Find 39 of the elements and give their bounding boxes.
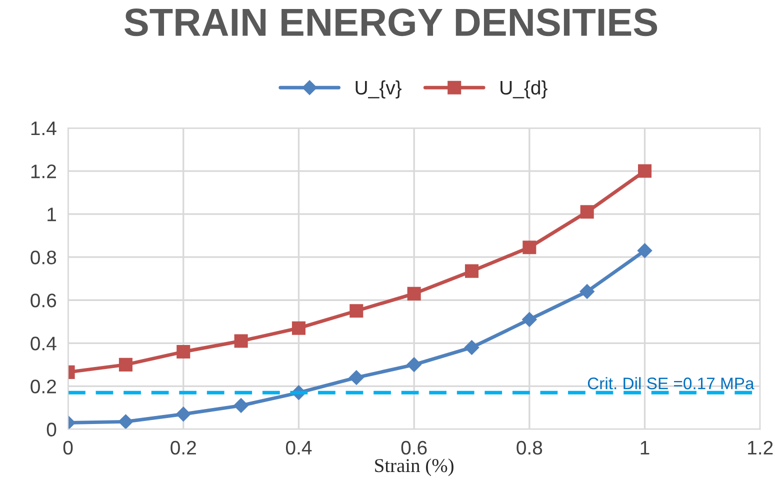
point bbox=[176, 344, 190, 359]
point bbox=[637, 243, 652, 258]
legend-label: U_{d} bbox=[500, 80, 548, 98]
y-tick-label: 0.2 bbox=[30, 380, 56, 394]
ref-line-label: Crit. Dil SE =0.17 MPa bbox=[588, 377, 754, 390]
x-axis-title: Strain (%) bbox=[375, 458, 454, 476]
point bbox=[292, 321, 306, 335]
legend-label: U_{v} bbox=[356, 80, 402, 98]
x-tick-label: 0.4 bbox=[286, 440, 312, 455]
y-tick-label: 1.4 bbox=[31, 122, 56, 136]
point bbox=[464, 264, 479, 278]
point bbox=[638, 164, 652, 178]
point bbox=[580, 205, 594, 219]
x-tick-label: 0.2 bbox=[170, 440, 196, 455]
y-tick-label: 0.8 bbox=[30, 250, 56, 264]
x-tick-label: 0.6 bbox=[401, 440, 427, 455]
y-tick-label: 1.2 bbox=[31, 164, 56, 178]
x-tick-label: 0.8 bbox=[516, 440, 542, 455]
x-tick-label: 1 bbox=[640, 441, 650, 454]
point bbox=[118, 358, 132, 372]
point bbox=[464, 340, 480, 355]
point bbox=[118, 414, 134, 430]
y-tick-label: 1 bbox=[48, 208, 56, 222]
point bbox=[580, 284, 594, 299]
y-tick-label: 0 bbox=[46, 422, 56, 436]
point bbox=[234, 398, 248, 413]
point bbox=[234, 334, 248, 348]
point bbox=[176, 406, 191, 422]
y-tick-label: 0.6 bbox=[30, 294, 56, 308]
chart-title: STRAIN ENERGY DENSITIES bbox=[124, 8, 658, 36]
point bbox=[407, 286, 421, 300]
point bbox=[349, 370, 364, 385]
point bbox=[350, 304, 364, 318]
x-tick-label: 0 bbox=[63, 440, 73, 455]
point bbox=[406, 357, 422, 372]
x-tick-label: 1.2 bbox=[748, 440, 773, 454]
point bbox=[522, 312, 537, 327]
y-tick-label: 0.4 bbox=[30, 336, 56, 350]
point bbox=[522, 240, 536, 254]
